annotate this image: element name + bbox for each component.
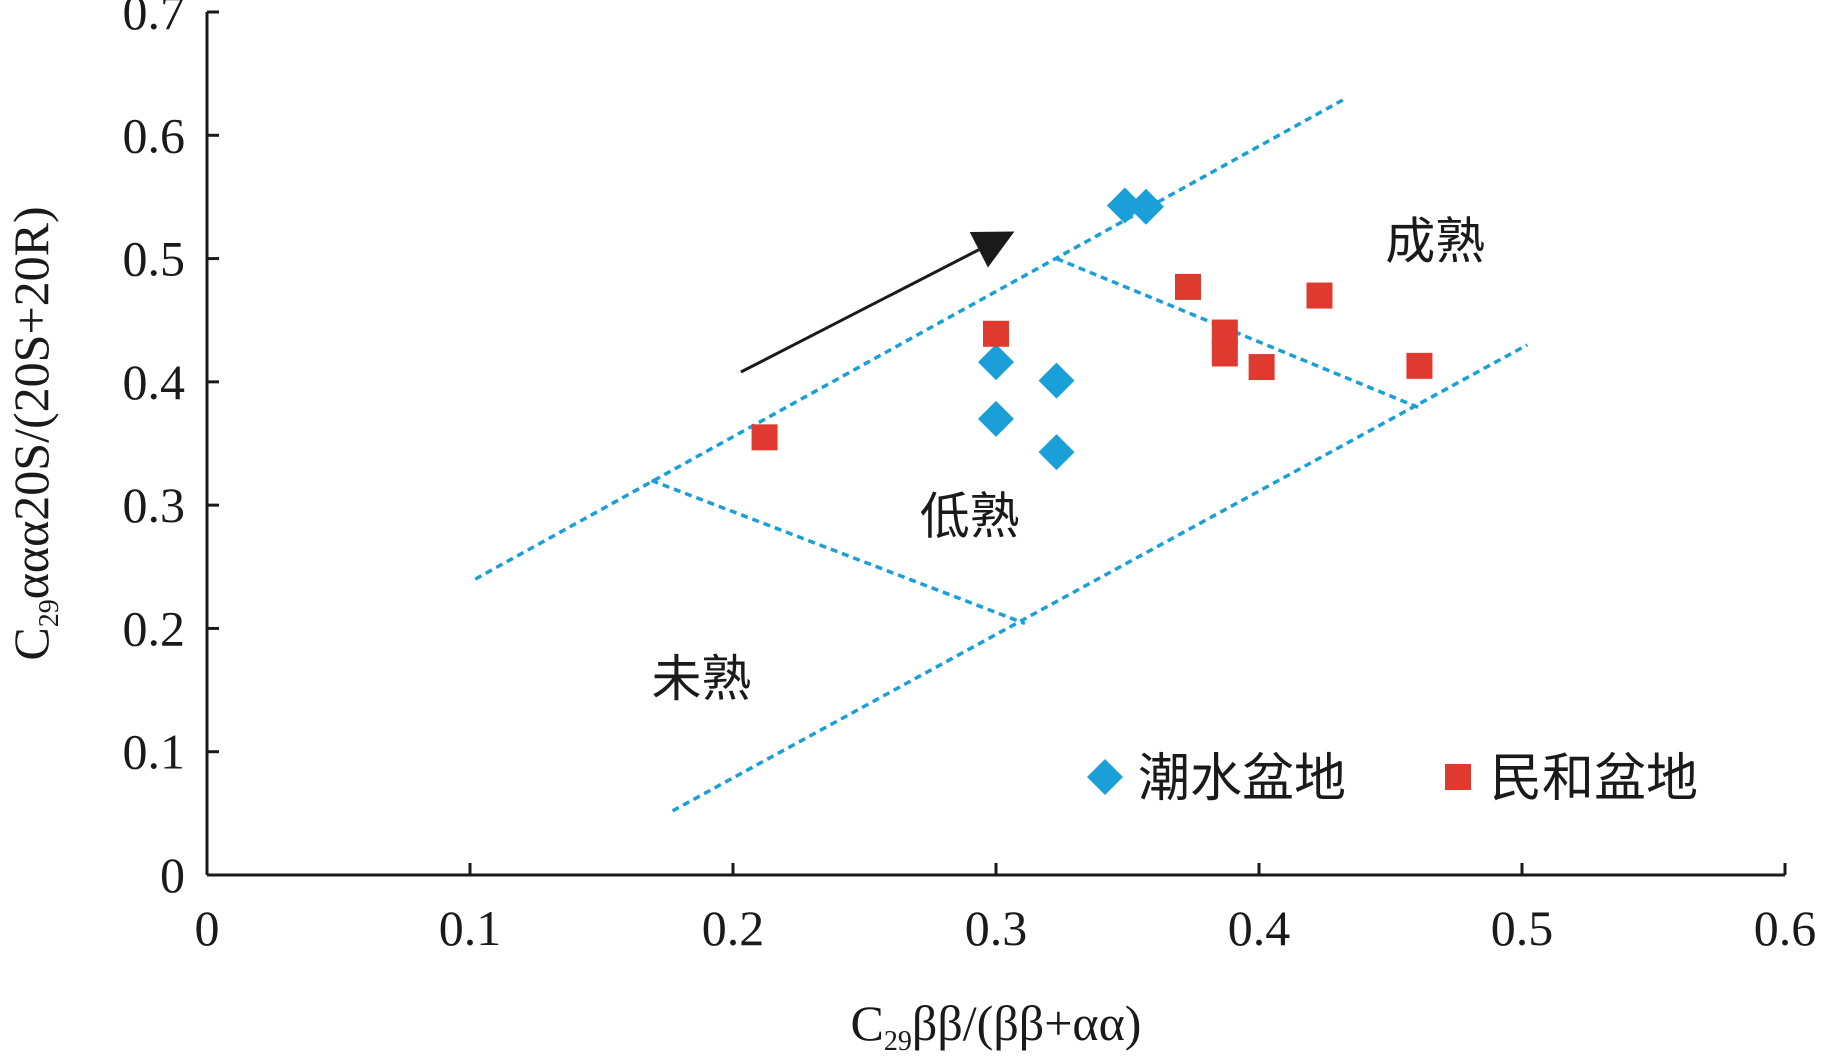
point-square-1-6: [1306, 282, 1333, 309]
x-tick-label: 0.4: [1228, 900, 1291, 956]
x-tick-label: 0.6: [1754, 900, 1817, 956]
trend-arrow: [740, 231, 1015, 374]
x-tick-label: 0.2: [702, 900, 765, 956]
point-square-1-2: [1174, 273, 1201, 300]
region-line-lower-boundary: [671, 343, 1529, 813]
point-square-1-5: [1248, 354, 1275, 381]
legend: 潮水盆地 民和盆地: [1087, 749, 1698, 809]
trend-arrow-head: [969, 231, 1015, 268]
legend-label-1: 民和盆地: [1490, 749, 1698, 809]
region-label-2: 成熟: [1385, 213, 1485, 271]
y-tick-label: 0.2: [123, 600, 186, 656]
region-lines: [474, 96, 1529, 813]
x-tick-label: 0.1: [439, 900, 502, 956]
point-diamond-0-1: [1127, 188, 1164, 225]
y-tick-label: 0.6: [123, 107, 186, 163]
point-square-1-7: [1406, 352, 1433, 379]
axes: 0 0.1 0.2 0.3 0.4 0.5 0.6 0.7 0 0.1 0.2 0.3 0.4 0.5 0.…: [3, 0, 1817, 1057]
region-labels: 未熟 低熟 成熟: [651, 213, 1485, 709]
region-label-0: 未熟: [651, 650, 751, 708]
legend-marker-0: [1087, 759, 1123, 795]
legend-marker-1: [1445, 764, 1471, 790]
point-diamond-0-5: [1038, 434, 1075, 471]
region-line-immature-lowmature-divider: [650, 478, 1026, 626]
region-line-lowmature-mature-divider: [1055, 256, 1423, 411]
y-tick-label: 0: [160, 847, 185, 903]
x-axis-title: C29ββ/(ββ+αα): [851, 995, 1142, 1054]
point-diamond-0-0: [1106, 187, 1143, 224]
point-square-1-4: [1211, 340, 1238, 367]
y-tick-label: 0.4: [123, 354, 186, 410]
y-tick-label: 0.1: [123, 724, 186, 780]
y-tick-label: 0.3: [123, 477, 186, 533]
x-tick-label: 0: [195, 900, 220, 956]
trend-arrow-shaft: [740, 248, 980, 374]
y-tick-label: 0.5: [123, 231, 186, 287]
point-diamond-0-2: [978, 344, 1014, 381]
point-square-1-1: [983, 320, 1009, 347]
point-diamond-0-4: [1038, 362, 1075, 399]
legend-label-0: 潮水盆地: [1138, 749, 1346, 809]
x-tick-label: 0.5: [1491, 900, 1554, 956]
data-points: [751, 187, 1433, 471]
region-line-upper-boundary: [474, 96, 1347, 581]
point-square-1-0: [751, 424, 778, 451]
y-axis-title: C29ααα20S/(20S+20R): [3, 206, 65, 660]
point-diamond-0-3: [978, 400, 1014, 437]
y-tick-label: 0.7: [123, 0, 186, 40]
region-label-1: 低熟: [920, 487, 1020, 545]
x-tick-label: 0.3: [965, 900, 1028, 956]
